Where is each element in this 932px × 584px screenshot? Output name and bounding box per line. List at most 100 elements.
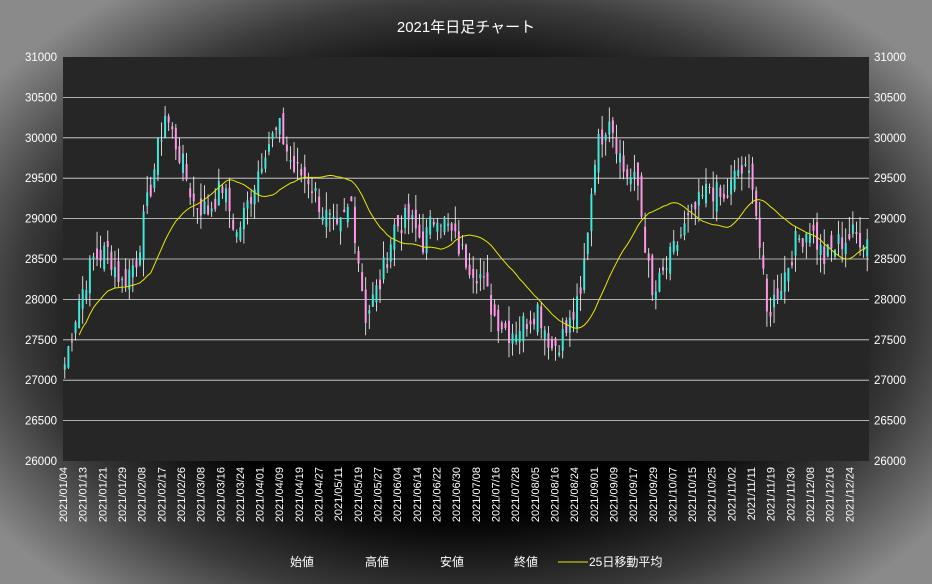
candle-body bbox=[128, 269, 131, 290]
candle-body bbox=[601, 129, 604, 145]
x-tick-label: 2021/09/09 bbox=[608, 467, 620, 522]
candle-body bbox=[336, 218, 339, 224]
candle-body bbox=[719, 187, 722, 197]
x-tick-label: 2021/11/19 bbox=[766, 467, 778, 521]
candle-body bbox=[185, 163, 188, 180]
candle-body bbox=[189, 188, 192, 198]
candle-body bbox=[361, 272, 364, 291]
candle-body bbox=[439, 225, 442, 227]
candle-body bbox=[500, 322, 503, 330]
candle-body bbox=[568, 317, 571, 333]
legend-close: 終値 bbox=[514, 554, 538, 569]
x-tick-label: 2021/10/15 bbox=[687, 467, 699, 522]
candle-body bbox=[217, 181, 220, 206]
candle-body bbox=[486, 272, 489, 287]
candle-body bbox=[328, 213, 331, 215]
candle-body bbox=[332, 216, 335, 219]
candle-body bbox=[171, 126, 174, 130]
candle-body bbox=[808, 234, 811, 244]
candle-body bbox=[400, 230, 403, 234]
candle-body bbox=[253, 189, 256, 205]
candle-body bbox=[353, 206, 356, 244]
candle-body bbox=[103, 245, 106, 270]
candle-body bbox=[267, 144, 270, 152]
candle-body bbox=[124, 269, 127, 287]
candle-body bbox=[586, 232, 589, 255]
candle-body bbox=[375, 285, 378, 303]
candle-body bbox=[70, 341, 73, 343]
candle-body bbox=[622, 155, 625, 172]
candle-body bbox=[325, 209, 328, 227]
x-tick-label: 2021/02/26 bbox=[176, 467, 188, 522]
candles bbox=[63, 106, 869, 379]
candle-body bbox=[207, 205, 210, 215]
moving-average-line bbox=[78, 174, 868, 336]
candle-body bbox=[844, 242, 847, 255]
candle-body bbox=[644, 226, 647, 253]
candle-body bbox=[511, 333, 514, 344]
candle-body bbox=[443, 217, 446, 233]
candle-body bbox=[744, 164, 747, 166]
candle-body bbox=[146, 192, 149, 206]
candle-body bbox=[783, 272, 786, 292]
candle-body bbox=[418, 224, 421, 238]
candle-body bbox=[780, 290, 783, 300]
candle-body bbox=[862, 246, 865, 251]
candle-body bbox=[235, 232, 238, 237]
candle-body bbox=[113, 267, 116, 278]
x-tick-label: 2021/01/04 bbox=[58, 467, 70, 522]
x-tick-label: 2021/07/28 bbox=[510, 467, 522, 522]
candle-body bbox=[371, 294, 374, 307]
y-tick-label: 26000 bbox=[874, 456, 906, 468]
y-tick-label: 29000 bbox=[25, 214, 57, 226]
x-tick-label: 2021/04/19 bbox=[294, 467, 306, 522]
candle-body bbox=[633, 171, 636, 178]
candle-body bbox=[669, 246, 672, 274]
x-tick-label: 2021/10/07 bbox=[667, 467, 679, 522]
candle-body bbox=[497, 309, 500, 332]
candle-body bbox=[465, 244, 467, 268]
candle-body bbox=[278, 117, 281, 135]
y-tick-label: 26000 bbox=[25, 456, 57, 468]
candle-body bbox=[751, 163, 754, 190]
candle-body bbox=[816, 222, 819, 250]
candle-body bbox=[67, 346, 70, 368]
candle-body bbox=[429, 216, 432, 235]
legend: 始値 高値 安値 終値 25日移動平均 bbox=[290, 554, 662, 569]
x-tick-label: 2021/08/24 bbox=[569, 467, 581, 522]
candle-body bbox=[694, 202, 697, 210]
candle-body bbox=[561, 329, 564, 351]
legend-high: 高値 bbox=[365, 554, 389, 569]
candle-body bbox=[823, 246, 826, 265]
candle-body bbox=[608, 121, 611, 135]
candle-body bbox=[576, 296, 579, 329]
candle-body bbox=[636, 162, 639, 186]
y-tick-label: 29500 bbox=[874, 173, 906, 185]
candle-body bbox=[96, 248, 99, 260]
candle-body bbox=[386, 264, 389, 268]
x-tick-label: 2021/12/24 bbox=[844, 467, 856, 522]
x-tick-label: 2021/11/11 bbox=[746, 467, 758, 520]
candle-body bbox=[457, 231, 460, 254]
candle-body bbox=[407, 203, 410, 220]
candle-body bbox=[296, 161, 299, 164]
candle-body bbox=[350, 196, 353, 202]
x-tick-label: 2021/03/08 bbox=[196, 467, 208, 522]
candle-body bbox=[504, 323, 507, 328]
candle-body bbox=[88, 259, 91, 294]
candle-body bbox=[468, 264, 471, 276]
candle-body bbox=[722, 193, 725, 199]
candle-body bbox=[687, 213, 690, 216]
candle-body bbox=[314, 188, 317, 192]
candle-body bbox=[454, 223, 457, 232]
candle-body bbox=[805, 233, 808, 243]
candle-body bbox=[479, 274, 482, 279]
x-tick-label: 2021/09/29 bbox=[648, 467, 660, 522]
candle-body bbox=[447, 223, 450, 226]
candle-body bbox=[740, 165, 743, 174]
candle-body bbox=[275, 127, 278, 130]
candle-body bbox=[525, 324, 528, 329]
x-tick-label: 2021/05/27 bbox=[373, 467, 385, 522]
candle-body bbox=[246, 200, 249, 209]
x-tick-label: 2021/08/05 bbox=[530, 467, 542, 522]
